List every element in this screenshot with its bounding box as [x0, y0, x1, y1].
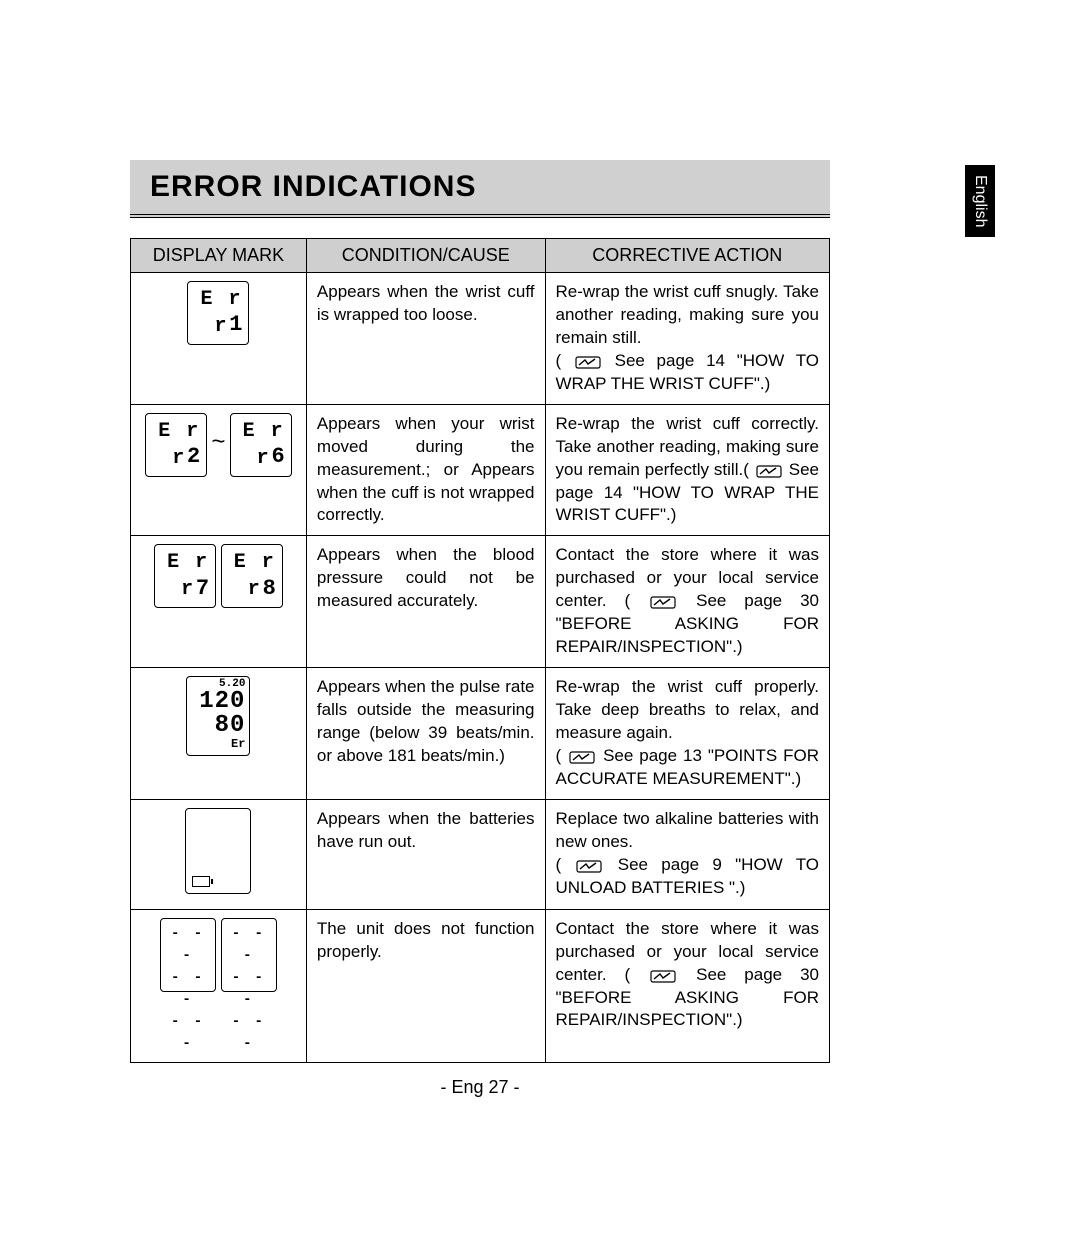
action-cell: Re-wrap the wrist cuff correctly. Take a…	[545, 404, 829, 536]
condition-cell: Appears when your wrist moved during the…	[306, 404, 545, 536]
lcd-err-icon: E r r8	[221, 544, 283, 608]
lcd-dash-icon: - - -- - -- - -	[160, 918, 216, 992]
display-mark-cell: - - -- - -- - - - - -- - -- - -	[131, 909, 307, 1062]
error-table: DISPLAY MARK CONDITION/CAUSE CORRECTIVE …	[130, 238, 830, 1063]
col-header-condition: CONDITION/CAUSE	[306, 239, 545, 273]
action-cell: Contact the store where it was purchased…	[545, 536, 829, 668]
display-mark-cell: 5.2012080Er	[131, 668, 307, 800]
table-row: Appears when the batteries have run out.…	[131, 799, 830, 909]
display-mark-cell: E r r7 E r r8	[131, 536, 307, 668]
lcd-battery-icon	[185, 808, 251, 894]
title-bar: ERROR INDICATIONS	[130, 160, 830, 218]
condition-cell: Appears when the pulse rate falls outsid…	[306, 668, 545, 800]
table-row: E r r1 Appears when the wrist cuff is wra…	[131, 273, 830, 405]
language-tab: English	[965, 165, 995, 237]
display-mark-cell	[131, 799, 307, 909]
page-number: - Eng 27 -	[130, 1077, 830, 1098]
see-icon	[650, 968, 676, 984]
see-icon	[576, 858, 602, 874]
action-cell: Re-wrap the wrist cuff snugly. Take anot…	[545, 273, 829, 405]
see-icon	[756, 463, 782, 479]
condition-cell: Appears when the wrist cuff is wrapped t…	[306, 273, 545, 405]
table-row: E r r2~E r r6Appears when your wrist mov…	[131, 404, 830, 536]
action-cell: Re-wrap the wrist cuff properly. Take de…	[545, 668, 829, 800]
lcd-err-icon: E r r7	[154, 544, 216, 608]
table-row: - - -- - -- - - - - -- - -- - -The unit …	[131, 909, 830, 1062]
tilde-icon: ~	[211, 428, 225, 460]
condition-cell: Appears when the batteries have run out.	[306, 799, 545, 909]
condition-cell: The unit does not function properly.	[306, 909, 545, 1062]
lcd-err-icon: E r r1	[187, 281, 249, 345]
col-header-action: CORRECTIVE ACTION	[545, 239, 829, 273]
see-icon	[650, 594, 676, 610]
lcd-err-icon: E r r6	[230, 413, 292, 477]
table-row: 5.2012080Er Appears when the pulse rate f…	[131, 668, 830, 800]
lcd-err-icon: E r r2	[145, 413, 207, 477]
page-title: ERROR INDICATIONS	[150, 170, 476, 203]
action-cell: Contact the store where it was purchased…	[545, 909, 829, 1062]
page-content: ERROR INDICATIONS DISPLAY MARK CONDITION…	[130, 160, 830, 1098]
condition-cell: Appears when the blood pressure could no…	[306, 536, 545, 668]
action-cell: Replace two alkaline batteries with new …	[545, 799, 829, 909]
display-mark-cell: E r r2~E r r6	[131, 404, 307, 536]
display-mark-cell: E r r1	[131, 273, 307, 405]
lcd-pulse-icon: 5.2012080Er	[186, 676, 250, 756]
col-header-display-mark: DISPLAY MARK	[131, 239, 307, 273]
lcd-dash-icon: - - -- - -- - -	[221, 918, 277, 992]
see-icon	[569, 749, 595, 765]
see-icon	[575, 354, 601, 370]
table-row: E r r7 E r r8Appears when the blood pres…	[131, 536, 830, 668]
